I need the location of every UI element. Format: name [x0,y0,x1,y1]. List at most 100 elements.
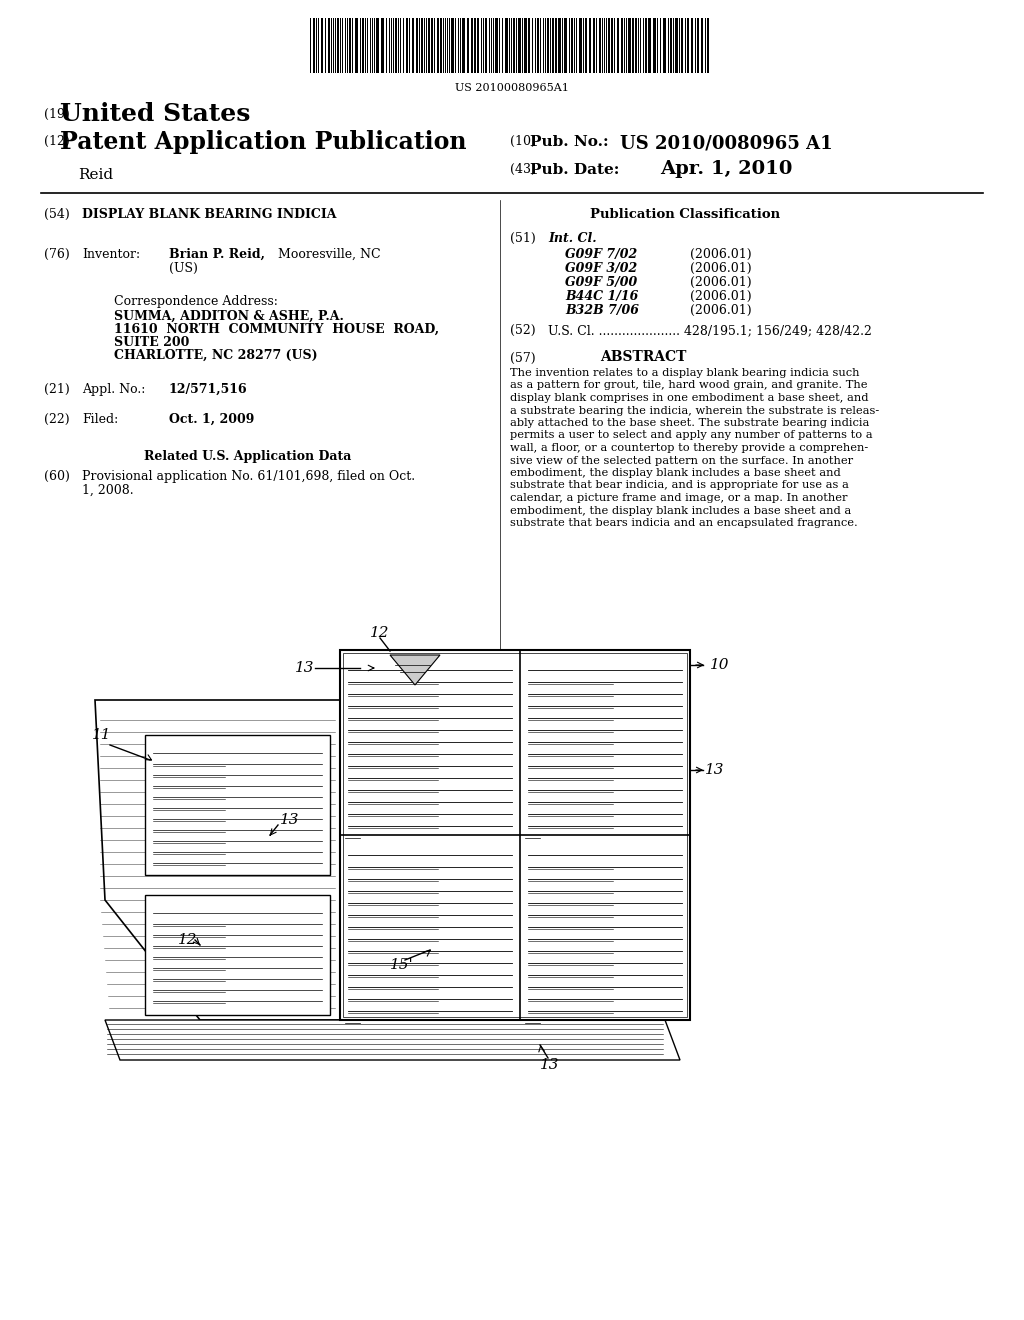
Bar [145,735,330,875]
Text: B32B 7/06: B32B 7/06 [565,304,639,317]
Text: embodiment, the display blank includes a base sheet and: embodiment, the display blank includes a… [510,469,841,478]
Bar [628,18,631,73]
Text: SUMMA, ADDITON & ASHE, P.A.: SUMMA, ADDITON & ASHE, P.A. [114,310,344,323]
Text: (52): (52) [510,323,536,337]
Text: ABSTRACT: ABSTRACT [600,350,686,364]
Bar [528,18,530,73]
Polygon shape [95,700,340,1020]
Text: Patent Application Publication: Patent Application Publication [60,129,467,154]
Text: (76): (76) [44,248,70,261]
Text: US 2010/0080965 A1: US 2010/0080965 A1 [620,135,833,153]
Bar [617,18,618,73]
Text: 13: 13 [280,813,299,828]
Text: Reid: Reid [78,168,113,182]
Text: (12): (12) [44,135,70,148]
Text: (57): (57) [510,352,536,366]
Text: (2006.01): (2006.01) [690,290,752,304]
Text: (19): (19) [44,108,70,121]
Text: 10: 10 [710,657,729,672]
Bar [485,18,487,73]
Text: 12/571,516: 12/571,516 [169,383,248,396]
Text: 13: 13 [295,661,314,675]
Bar [663,18,666,73]
Bar [451,18,454,73]
Bar [467,18,469,73]
Bar [571,18,573,73]
Bar [599,18,601,73]
Text: Provisional application No. 61/101,698, filed on Oct.: Provisional application No. 61/101,698, … [82,470,415,483]
Text: (10): (10) [510,135,536,148]
Bar [376,18,379,73]
Bar [697,18,699,73]
Bar [337,18,339,73]
Text: Int. Cl.: Int. Cl. [548,232,597,246]
Text: US 20100080965A1: US 20100080965A1 [455,83,569,92]
Text: G09F 7/02: G09F 7/02 [565,248,637,261]
Text: permits a user to select and apply any number of patterns to a: permits a user to select and apply any n… [510,430,872,441]
Bar [406,18,408,73]
Text: U.S. Cl. ..................... 428/195.1; 156/249; 428/42.2: U.S. Cl. ..................... 428/195.1… [548,323,871,337]
Text: calendar, a picture frame and image, or a map. In another: calendar, a picture frame and image, or … [510,492,848,503]
Bar [632,18,634,73]
Bar [653,18,656,73]
Bar [349,18,351,73]
Text: display blank comprises in one embodiment a base sheet, and: display blank comprises in one embodimen… [510,393,868,403]
Text: CHARLOTTE, NC 28277 (US): CHARLOTTE, NC 28277 (US) [114,348,317,362]
Bar [395,18,397,73]
Bar [537,18,539,73]
Text: substrate that bears indicia and an encapsulated fragrance.: substrate that bears indicia and an enca… [510,517,858,528]
Bar [321,18,323,73]
Bar [145,895,330,1015]
Bar [437,18,439,73]
Bar [495,18,498,73]
Bar [552,18,554,73]
Polygon shape [105,1020,680,1060]
Text: DISPLAY BLANK BEARING INDICIA: DISPLAY BLANK BEARING INDICIA [82,209,337,220]
Bar [611,18,613,73]
Text: SUITE 200: SUITE 200 [114,337,189,348]
Bar [589,18,591,73]
Text: wall, a floor, or a countertop to thereby provide a comprehen-: wall, a floor, or a countertop to thereb… [510,444,868,453]
Bar [585,18,587,73]
Bar [579,18,582,73]
Polygon shape [390,655,440,685]
Text: (51): (51) [510,232,536,246]
Text: Appl. No.:: Appl. No.: [82,383,145,396]
Text: Brian P. Reid,: Brian P. Reid, [169,248,265,261]
Text: The invention relates to a display blank bearing indicia such: The invention relates to a display blank… [510,368,859,378]
Text: Apr. 1, 2010: Apr. 1, 2010 [660,160,793,178]
Text: 13: 13 [705,763,725,777]
Bar [608,18,610,73]
Text: G09F 5/00: G09F 5/00 [565,276,637,289]
Text: 15': 15' [390,958,414,972]
Bar [707,18,709,73]
Bar [547,18,549,73]
Text: 1, 2008.: 1, 2008. [82,484,133,498]
Bar [462,18,465,73]
Bar [648,18,651,73]
Bar [471,18,473,73]
Bar [524,18,527,73]
Text: (54): (54) [44,209,70,220]
Bar [635,18,637,73]
Bar [518,18,521,73]
Text: Correspondence Address:: Correspondence Address: [114,294,278,308]
Text: (21): (21) [44,383,70,396]
Bar [381,18,384,73]
Bar [701,18,703,73]
Bar [328,18,330,73]
Text: Filed:: Filed: [82,413,118,426]
Bar [421,18,423,73]
Text: Mooresville, NC: Mooresville, NC [274,248,381,261]
Bar [670,18,672,73]
Bar [564,18,567,73]
Text: 12: 12 [370,626,389,640]
Text: (2006.01): (2006.01) [690,276,752,289]
Bar [681,18,683,73]
Bar [645,18,647,73]
Text: a substrate bearing the indicia, wherein the substrate is releas-: a substrate bearing the indicia, wherein… [510,405,880,416]
Text: (43): (43) [510,162,536,176]
Bar [343,653,687,1016]
Bar [593,18,595,73]
Text: 11: 11 [92,729,112,742]
